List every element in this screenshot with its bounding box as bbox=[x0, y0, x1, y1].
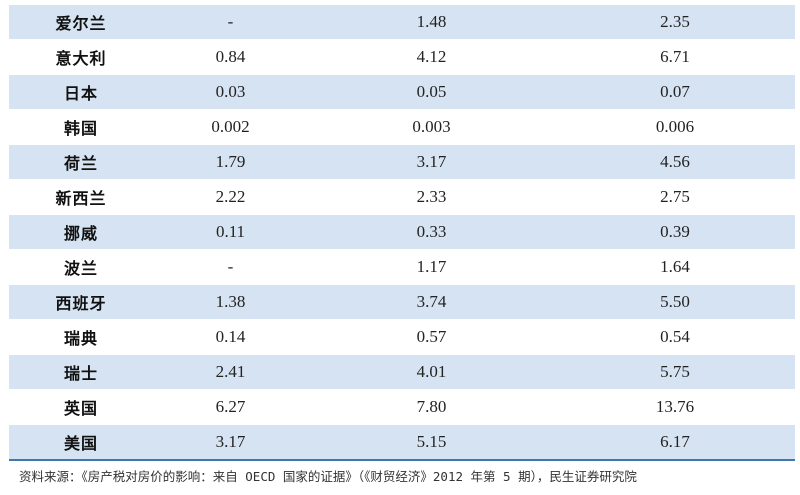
data-table: 爱尔兰 - 1.48 2.35 意大利 0.84 4.12 6.71 日本 0.… bbox=[9, 4, 795, 461]
value-cell: 0.05 bbox=[308, 74, 555, 110]
value-cell: 3.17 bbox=[308, 144, 555, 180]
value-cell: 4.01 bbox=[308, 354, 555, 390]
country-cell: 荷兰 bbox=[9, 144, 153, 180]
value-cell: 1.38 bbox=[153, 284, 308, 320]
table-row: 挪威 0.11 0.33 0.39 bbox=[9, 214, 795, 250]
value-cell: 0.006 bbox=[555, 109, 795, 145]
value-cell: 6.27 bbox=[153, 389, 308, 425]
table-row: 新西兰 2.22 2.33 2.75 bbox=[9, 179, 795, 215]
table-row: 美国 3.17 5.15 6.17 bbox=[9, 424, 795, 461]
country-cell: 意大利 bbox=[9, 39, 153, 75]
value-cell: 0.002 bbox=[153, 109, 308, 145]
value-cell: - bbox=[153, 4, 308, 40]
country-cell: 波兰 bbox=[9, 249, 153, 285]
value-cell: 0.003 bbox=[308, 109, 555, 145]
value-cell: 1.17 bbox=[308, 249, 555, 285]
value-cell: 0.54 bbox=[555, 319, 795, 355]
value-cell: 6.17 bbox=[555, 424, 795, 461]
table-row: 爱尔兰 - 1.48 2.35 bbox=[9, 4, 795, 40]
value-cell: 0.11 bbox=[153, 214, 308, 250]
table-row: 意大利 0.84 4.12 6.71 bbox=[9, 39, 795, 75]
country-cell: 新西兰 bbox=[9, 179, 153, 215]
value-cell: 4.56 bbox=[555, 144, 795, 180]
value-cell: 2.35 bbox=[555, 4, 795, 40]
value-cell: 1.64 bbox=[555, 249, 795, 285]
table-row: 瑞士 2.41 4.01 5.75 bbox=[9, 354, 795, 390]
value-cell: 0.07 bbox=[555, 74, 795, 110]
value-cell: 0.39 bbox=[555, 214, 795, 250]
value-cell: 1.48 bbox=[308, 4, 555, 40]
country-cell: 爱尔兰 bbox=[9, 4, 153, 40]
table-row: 韩国 0.002 0.003 0.006 bbox=[9, 109, 795, 145]
value-cell: 2.33 bbox=[308, 179, 555, 215]
country-cell: 挪威 bbox=[9, 214, 153, 250]
value-cell: 5.75 bbox=[555, 354, 795, 390]
table-row: 瑞典 0.14 0.57 0.54 bbox=[9, 319, 795, 355]
country-cell: 瑞士 bbox=[9, 354, 153, 390]
table-row: 日本 0.03 0.05 0.07 bbox=[9, 74, 795, 110]
value-cell: 2.41 bbox=[153, 354, 308, 390]
value-cell: 7.80 bbox=[308, 389, 555, 425]
table-row: 西班牙 1.38 3.74 5.50 bbox=[9, 284, 795, 320]
value-cell: 4.12 bbox=[308, 39, 555, 75]
table-row: 波兰 - 1.17 1.64 bbox=[9, 249, 795, 285]
value-cell: 2.75 bbox=[555, 179, 795, 215]
table-row: 英国 6.27 7.80 13.76 bbox=[9, 389, 795, 425]
country-cell: 英国 bbox=[9, 389, 153, 425]
country-cell: 瑞典 bbox=[9, 319, 153, 355]
value-cell: - bbox=[153, 249, 308, 285]
value-cell: 1.79 bbox=[153, 144, 308, 180]
value-cell: 6.71 bbox=[555, 39, 795, 75]
value-cell: 0.14 bbox=[153, 319, 308, 355]
value-cell: 3.17 bbox=[153, 424, 308, 461]
table-row: 荷兰 1.79 3.17 4.56 bbox=[9, 144, 795, 180]
value-cell: 0.33 bbox=[308, 214, 555, 250]
source-note: 资料来源：《房产税对房价的影响：来自 OECD 国家的证据》（《财贸经济》201… bbox=[19, 469, 637, 484]
value-cell: 2.22 bbox=[153, 179, 308, 215]
value-cell: 13.76 bbox=[555, 389, 795, 425]
value-cell: 5.15 bbox=[308, 424, 555, 461]
value-cell: 3.74 bbox=[308, 284, 555, 320]
value-cell: 0.84 bbox=[153, 39, 308, 75]
value-cell: 5.50 bbox=[555, 284, 795, 320]
country-cell: 美国 bbox=[9, 424, 153, 461]
country-cell: 西班牙 bbox=[9, 284, 153, 320]
country-cell: 韩国 bbox=[9, 109, 153, 145]
value-cell: 0.03 bbox=[153, 74, 308, 110]
country-cell: 日本 bbox=[9, 74, 153, 110]
value-cell: 0.57 bbox=[308, 319, 555, 355]
